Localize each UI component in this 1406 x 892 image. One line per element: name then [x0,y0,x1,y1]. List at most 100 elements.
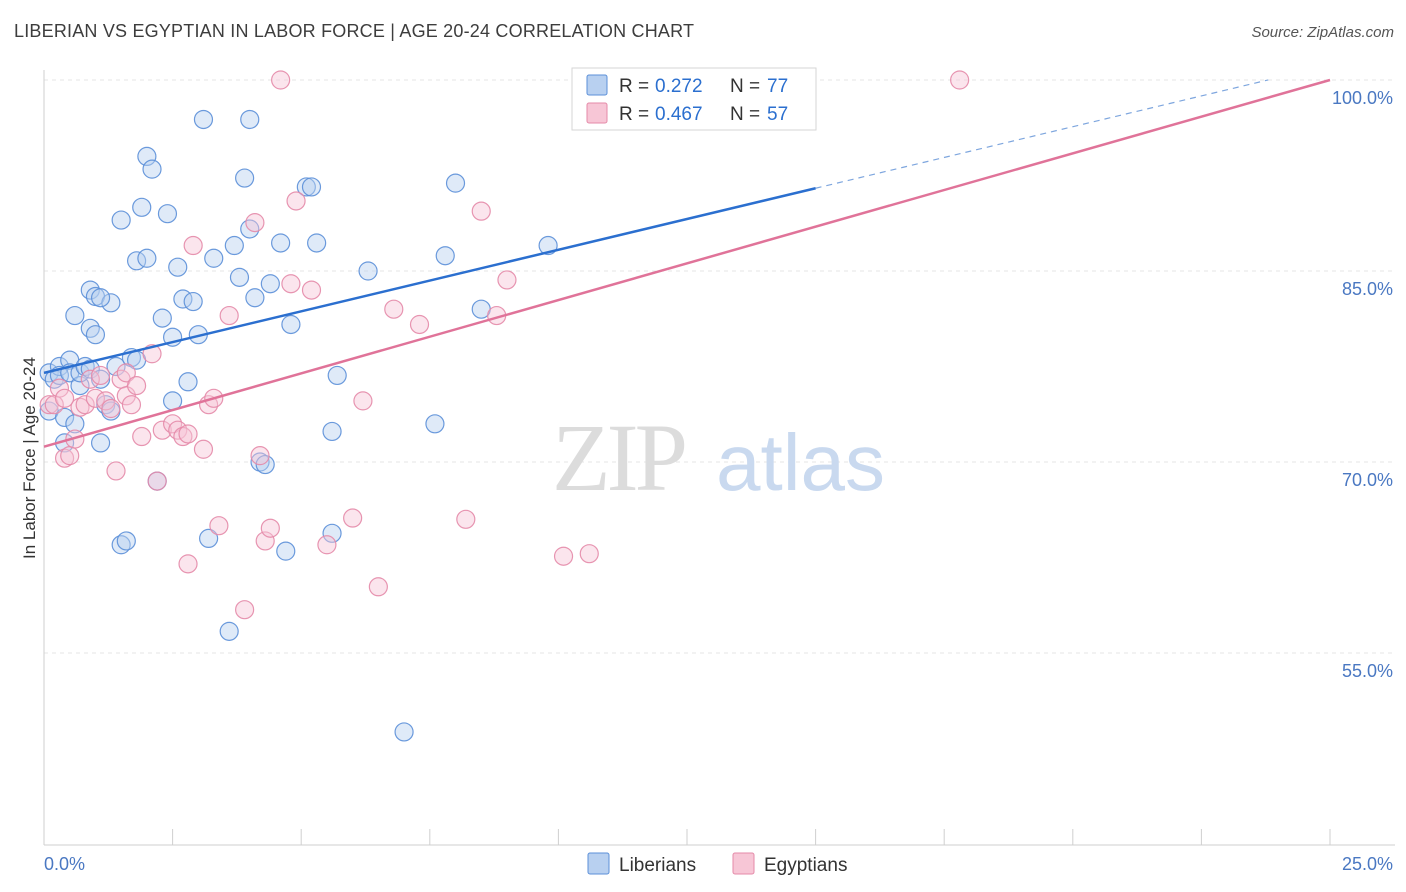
bottom-legend-swatch-egyptians [732,852,755,875]
data-point-egyptians [368,577,388,597]
data-point-egyptians [178,554,198,574]
data-point-liberians [358,261,378,281]
data-point-liberians [229,267,250,287]
data-point-liberians [178,372,198,392]
legend-n-value-liberians: 77 [767,76,788,97]
data-point-egyptians [132,426,152,447]
data-point-liberians [276,541,296,561]
series-egyptians [39,70,970,620]
bottom-legend-label-liberians: Liberians [619,855,696,876]
data-point-liberians [54,407,75,428]
data-point-egyptians [60,446,80,466]
y-tick-label: 55.0% [1342,661,1393,681]
data-point-liberians [245,288,265,308]
data-point-egyptians [497,270,517,290]
data-point-egyptians [579,544,599,564]
trend-line-liberians [43,187,816,375]
axes [43,70,1395,846]
data-point-liberians [90,288,111,308]
y-axis-label: In Labor Force | Age 20-24 [20,357,39,559]
data-point-egyptians [553,546,574,566]
data-point-egyptians [80,369,100,389]
data-point-liberians [168,257,188,277]
data-point-egyptians [456,509,476,529]
data-point-egyptians [193,439,214,459]
legend-r-label-liberians: R = [619,76,649,97]
trend-lines [43,78,1331,448]
data-point-egyptians [219,305,239,326]
data-point-liberians [80,280,100,300]
data-point-egyptians [101,398,121,419]
data-point-egyptians [54,448,75,468]
data-point-egyptians [90,365,111,386]
legend-r-value-liberians: 0.272 [655,76,703,97]
data-point-egyptians [106,461,126,481]
data-point-egyptians [116,386,136,406]
watermark: ZIP atlas [552,404,885,511]
data-point-egyptians [147,471,167,491]
data-point-liberians [240,109,260,130]
data-point-liberians [281,314,301,335]
bottom-legend-label-egyptians: Egyptians [764,855,847,876]
data-point-egyptians [950,70,970,90]
data-point-liberians [101,293,121,313]
data-point-egyptians [54,388,75,408]
legend-n-label-liberians: N = [730,76,760,97]
data-point-liberians [322,523,342,543]
data-point-egyptians [75,395,95,415]
data-points [39,70,970,742]
y-tick-label: 100.0% [1332,88,1393,108]
tick-labels: 55.0% 70.0% 85.0% 100.0% 0.0% 25.0% [44,88,1393,874]
data-point-egyptians [183,235,203,256]
data-point-liberians [193,109,214,130]
data-point-liberians [116,531,136,551]
data-point-egyptians [260,518,280,538]
data-point-liberians [250,452,270,472]
x-tick-label-min: 0.0% [44,854,85,874]
data-point-liberians [224,235,244,256]
data-point-liberians [111,210,131,230]
data-point-liberians [199,528,219,549]
data-point-liberians [322,421,342,442]
data-point-liberians [204,248,224,268]
data-point-egyptians [163,414,183,434]
data-point-liberians [307,233,327,253]
data-point-liberians [296,177,316,197]
legend-box: R = 0.272 N = 77 R = 0.467 N = 57 [571,67,817,131]
data-point-egyptians [286,191,306,211]
legend-swatch-egyptians [586,102,608,124]
data-point-egyptians [245,213,265,233]
data-point-egyptians [173,426,193,447]
data-point-egyptians [70,397,90,417]
bottom-legend: Liberians Egyptians [587,852,847,876]
legend-frame [571,67,817,131]
data-point-egyptians [178,424,198,444]
data-point-egyptians [353,391,373,411]
legend-n-label-egyptians: N = [730,104,760,125]
legend-swatch-liberians [586,74,608,96]
legend-n-value-egyptians: 57 [767,104,788,125]
data-point-liberians [80,359,100,379]
data-point-liberians [271,233,291,253]
chart-title: LIBERIAN VS EGYPTIAN IN LABOR FORCE | AG… [14,21,695,41]
data-point-liberians [65,305,85,326]
trend-line-liberians-extension [815,79,1269,189]
data-point-egyptians [343,508,363,528]
data-point-liberians [425,414,445,434]
x-tick-label-max: 25.0% [1342,854,1393,874]
data-point-egyptians [271,70,291,90]
data-point-liberians [85,325,106,345]
data-point-egyptians [384,299,404,319]
data-point-egyptians [116,363,136,383]
data-point-egyptians [301,280,322,300]
data-point-liberians [327,365,347,386]
data-point-egyptians [152,420,172,440]
legend-r-value-egyptians: 0.467 [655,104,703,125]
bottom-legend-swatch-liberians [587,852,610,875]
gridlines [44,79,1395,654]
data-point-liberians [301,177,322,197]
data-point-egyptians [281,274,301,294]
data-point-liberians [435,246,455,266]
data-point-egyptians [168,420,188,440]
data-point-liberians [137,248,157,268]
